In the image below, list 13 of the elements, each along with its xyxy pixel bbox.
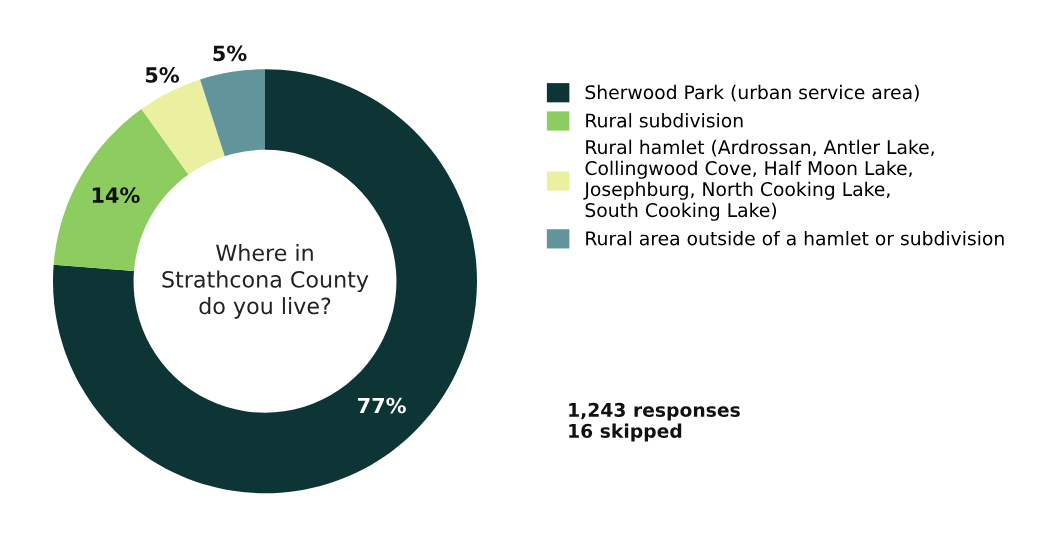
donut-slice [53, 109, 189, 272]
legend-label: Rural area outside of a hamlet or subdivision [586, 230, 1004, 246]
legend-label: Rural hamlet (Ardrossan, Antler Lake, Collingwood Cove, Half Moon Lake, Josephburg, North Cooking Lake, South Cooking Lake) [583, 139, 934, 221]
data-label: 14% [92, 187, 140, 204]
donut-slice [53, 69, 477, 494]
text: Where in Strathcona County do you live? [162, 243, 369, 319]
data-label: 5% [213, 45, 247, 62]
legend-label: Sherwood Park (urban service area) [585, 84, 919, 102]
legend-label: Rural subdivision [586, 113, 743, 128]
donut-slice [200, 69, 265, 157]
data-label: 5% [145, 67, 180, 83]
data-label: 77% [358, 397, 406, 414]
text: 1,243 responses 16 skipped [569, 402, 740, 442]
